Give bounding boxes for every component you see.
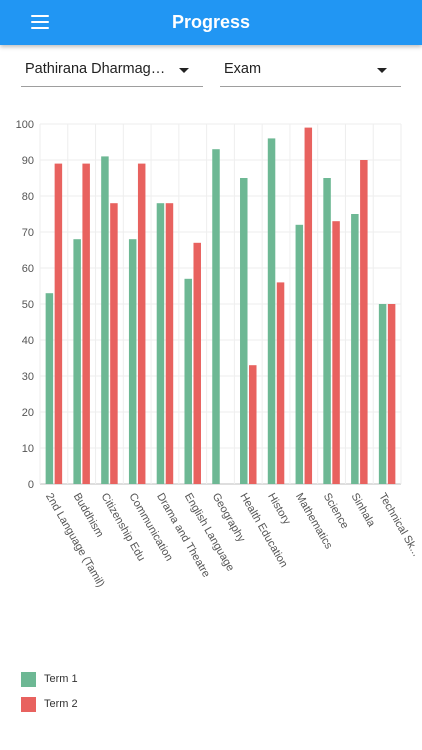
y-tick-label: 70 bbox=[22, 227, 34, 239]
exam-dropdown[interactable]: Exam bbox=[220, 58, 401, 87]
bar-term2 bbox=[193, 242, 201, 484]
student-dropdown-value: Pathirana Dharmage Kasuni Sathsarani bbox=[25, 61, 171, 77]
bar-term1 bbox=[184, 278, 192, 484]
bar-term1 bbox=[128, 239, 137, 484]
y-tick-label: 50 bbox=[22, 299, 34, 311]
legend-label-term2: Term 2 bbox=[44, 698, 78, 710]
app-bar: Progress bbox=[0, 0, 422, 45]
bar-term1 bbox=[267, 138, 276, 484]
x-tick-label: History bbox=[265, 491, 293, 527]
bar-term2 bbox=[137, 163, 146, 484]
y-tick-label: 10 bbox=[22, 443, 34, 455]
caret-down-icon bbox=[377, 68, 387, 73]
x-tick-label: Science bbox=[321, 491, 351, 531]
x-tick-label: Technical Sk... bbox=[376, 491, 422, 558]
legend-label-term1: Term 1 bbox=[44, 673, 78, 685]
x-tick-label: 2nd Language (Tamil) bbox=[43, 491, 107, 589]
bar-term2 bbox=[360, 160, 368, 484]
caret-down-icon bbox=[179, 68, 189, 73]
bar-term2 bbox=[276, 282, 285, 484]
legend-swatch-term1 bbox=[21, 672, 36, 687]
y-tick-label: 40 bbox=[22, 335, 34, 347]
bar-term1 bbox=[73, 239, 81, 484]
y-tick-label: 60 bbox=[22, 263, 34, 275]
bar-term2 bbox=[165, 203, 174, 484]
bar-term2 bbox=[110, 203, 118, 484]
bar-term1 bbox=[295, 224, 304, 485]
x-tick-label: Sinhala bbox=[349, 491, 378, 530]
y-tick-label: 0 bbox=[28, 479, 34, 491]
bar-term1 bbox=[240, 178, 248, 484]
bar-term1 bbox=[101, 156, 109, 484]
legend-swatch-term2 bbox=[21, 697, 36, 712]
bar-term2 bbox=[332, 221, 340, 484]
bar-chart: 0 10 20 30 40 50 60 70 80 90 100 2nd Language (Tami… bbox=[16, 119, 422, 589]
exam-dropdown-value: Exam bbox=[224, 61, 262, 77]
bar-term2 bbox=[387, 304, 396, 484]
bar-term1 bbox=[45, 293, 54, 484]
bar-term1 bbox=[156, 203, 165, 484]
bar-term2 bbox=[249, 365, 257, 484]
y-tick-label: 100 bbox=[16, 119, 34, 131]
bar-term1 bbox=[323, 178, 331, 484]
hamburger-menu-icon[interactable] bbox=[22, 12, 58, 34]
bar-term2 bbox=[82, 163, 90, 484]
bar-term1 bbox=[212, 149, 220, 484]
y-tick-label: 30 bbox=[22, 371, 34, 383]
y-tick-label: 20 bbox=[22, 407, 34, 419]
student-dropdown[interactable]: Pathirana Dharmage Kasuni Sathsarani bbox=[21, 58, 203, 87]
bar-term1 bbox=[378, 304, 387, 484]
bar-term2 bbox=[54, 163, 63, 484]
bar-term2 bbox=[304, 127, 313, 484]
y-tick-label: 80 bbox=[22, 191, 34, 203]
bar-term1 bbox=[351, 214, 359, 484]
page-title: Progress bbox=[171, 12, 251, 32]
y-tick-label: 90 bbox=[22, 155, 34, 167]
